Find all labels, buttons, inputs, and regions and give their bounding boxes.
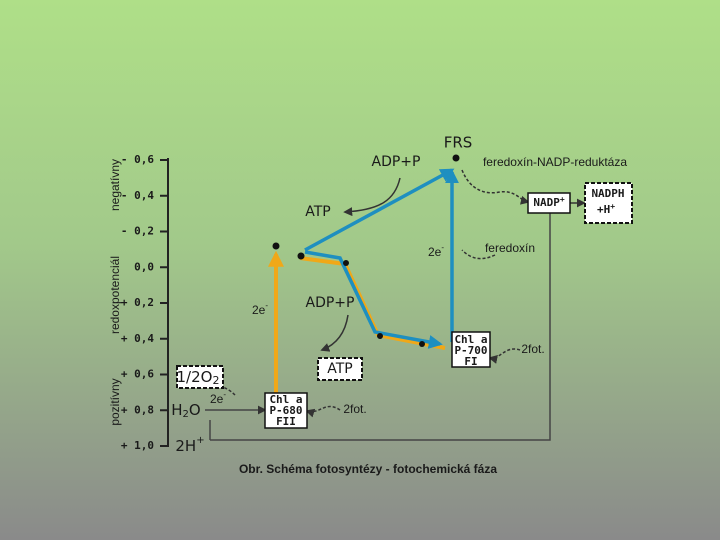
- side-label: negatívny: [108, 159, 122, 211]
- label-part: +H: [597, 203, 610, 216]
- label: ATP: [305, 204, 330, 220]
- axis-tick-label: - 0,4: [121, 189, 154, 202]
- label-part: 2e: [210, 392, 224, 406]
- label: FI: [464, 355, 477, 368]
- label: NADP+: [533, 195, 565, 210]
- label: ADP+P: [306, 295, 355, 311]
- label-part: 2: [183, 409, 189, 420]
- axis-tick-label: - 0,6: [121, 153, 154, 166]
- box: [451, 331, 491, 368]
- label-part: +: [560, 195, 565, 204]
- label-part: 2e: [252, 303, 266, 317]
- label: ATP: [327, 361, 352, 377]
- box: [264, 392, 308, 429]
- side-label: pozitívny: [108, 378, 122, 425]
- label: 2fot.: [521, 342, 544, 356]
- box: [176, 365, 224, 389]
- box: [317, 357, 363, 381]
- axis-tick-label: 0,0: [134, 260, 154, 273]
- axis-tick-label: + 0,8: [121, 403, 154, 416]
- arrow: [305, 405, 341, 418]
- axis: - 0,6 - 0,4 - 0,2 0,0 + 0,2 + 0,4 + 0,6 + 0,8 + …: [121, 153, 169, 452]
- label-part: +: [610, 202, 615, 211]
- label: 2e-: [210, 390, 226, 406]
- label: feredoxín: [485, 241, 535, 255]
- label: 2H+: [175, 435, 204, 455]
- electron-path: [304, 168, 455, 252]
- label-part: -: [441, 243, 444, 252]
- label-part: 2e: [428, 245, 442, 259]
- label: H2O: [171, 401, 200, 421]
- label: ADP+P: [372, 154, 421, 170]
- label: feredoxín-NADP-reduktáza: [483, 155, 627, 169]
- label: 2e-: [428, 243, 444, 259]
- arrow: [488, 348, 521, 364]
- label: Chl a: [454, 333, 487, 346]
- label: P-680: [269, 404, 302, 417]
- label-part: O: [189, 401, 201, 419]
- label: FRS: [444, 134, 473, 152]
- caption: Obr. Schéma fotosyntézy - fotochemická f…: [239, 462, 497, 476]
- box: [527, 192, 571, 214]
- arrow: [320, 314, 349, 352]
- label: NADPH: [591, 187, 624, 200]
- label-part: +: [196, 435, 204, 446]
- connector: [210, 213, 551, 441]
- axis-tick-label: - 0,2: [121, 225, 154, 238]
- arrow: [461, 169, 530, 205]
- side-label: redoxpotenciál: [108, 256, 122, 334]
- electron-path: [304, 250, 443, 349]
- label: FII: [276, 415, 296, 428]
- label: 2e-: [252, 301, 268, 317]
- label-part: 1/2O: [177, 368, 213, 386]
- label-part: -: [265, 301, 268, 310]
- box: [584, 182, 633, 224]
- label: 1/2O2: [177, 368, 220, 388]
- label: P-700: [454, 344, 487, 357]
- label: 2fot.: [343, 402, 366, 416]
- label: Chl a: [269, 393, 302, 406]
- label: +H+: [597, 202, 615, 217]
- axis-tick-label: + 0,2: [121, 296, 154, 309]
- arrow: [343, 177, 401, 217]
- label-part: -: [223, 390, 226, 399]
- label-part: 2H: [175, 437, 196, 455]
- axis-tick-label: + 0,6: [121, 368, 154, 381]
- label-part: NADP: [533, 196, 560, 209]
- axis-tick-label: + 0,4: [121, 332, 154, 345]
- label-part: H: [171, 401, 182, 419]
- label-part: 2: [212, 374, 219, 387]
- axis-tick-label: + 1,0: [121, 439, 154, 452]
